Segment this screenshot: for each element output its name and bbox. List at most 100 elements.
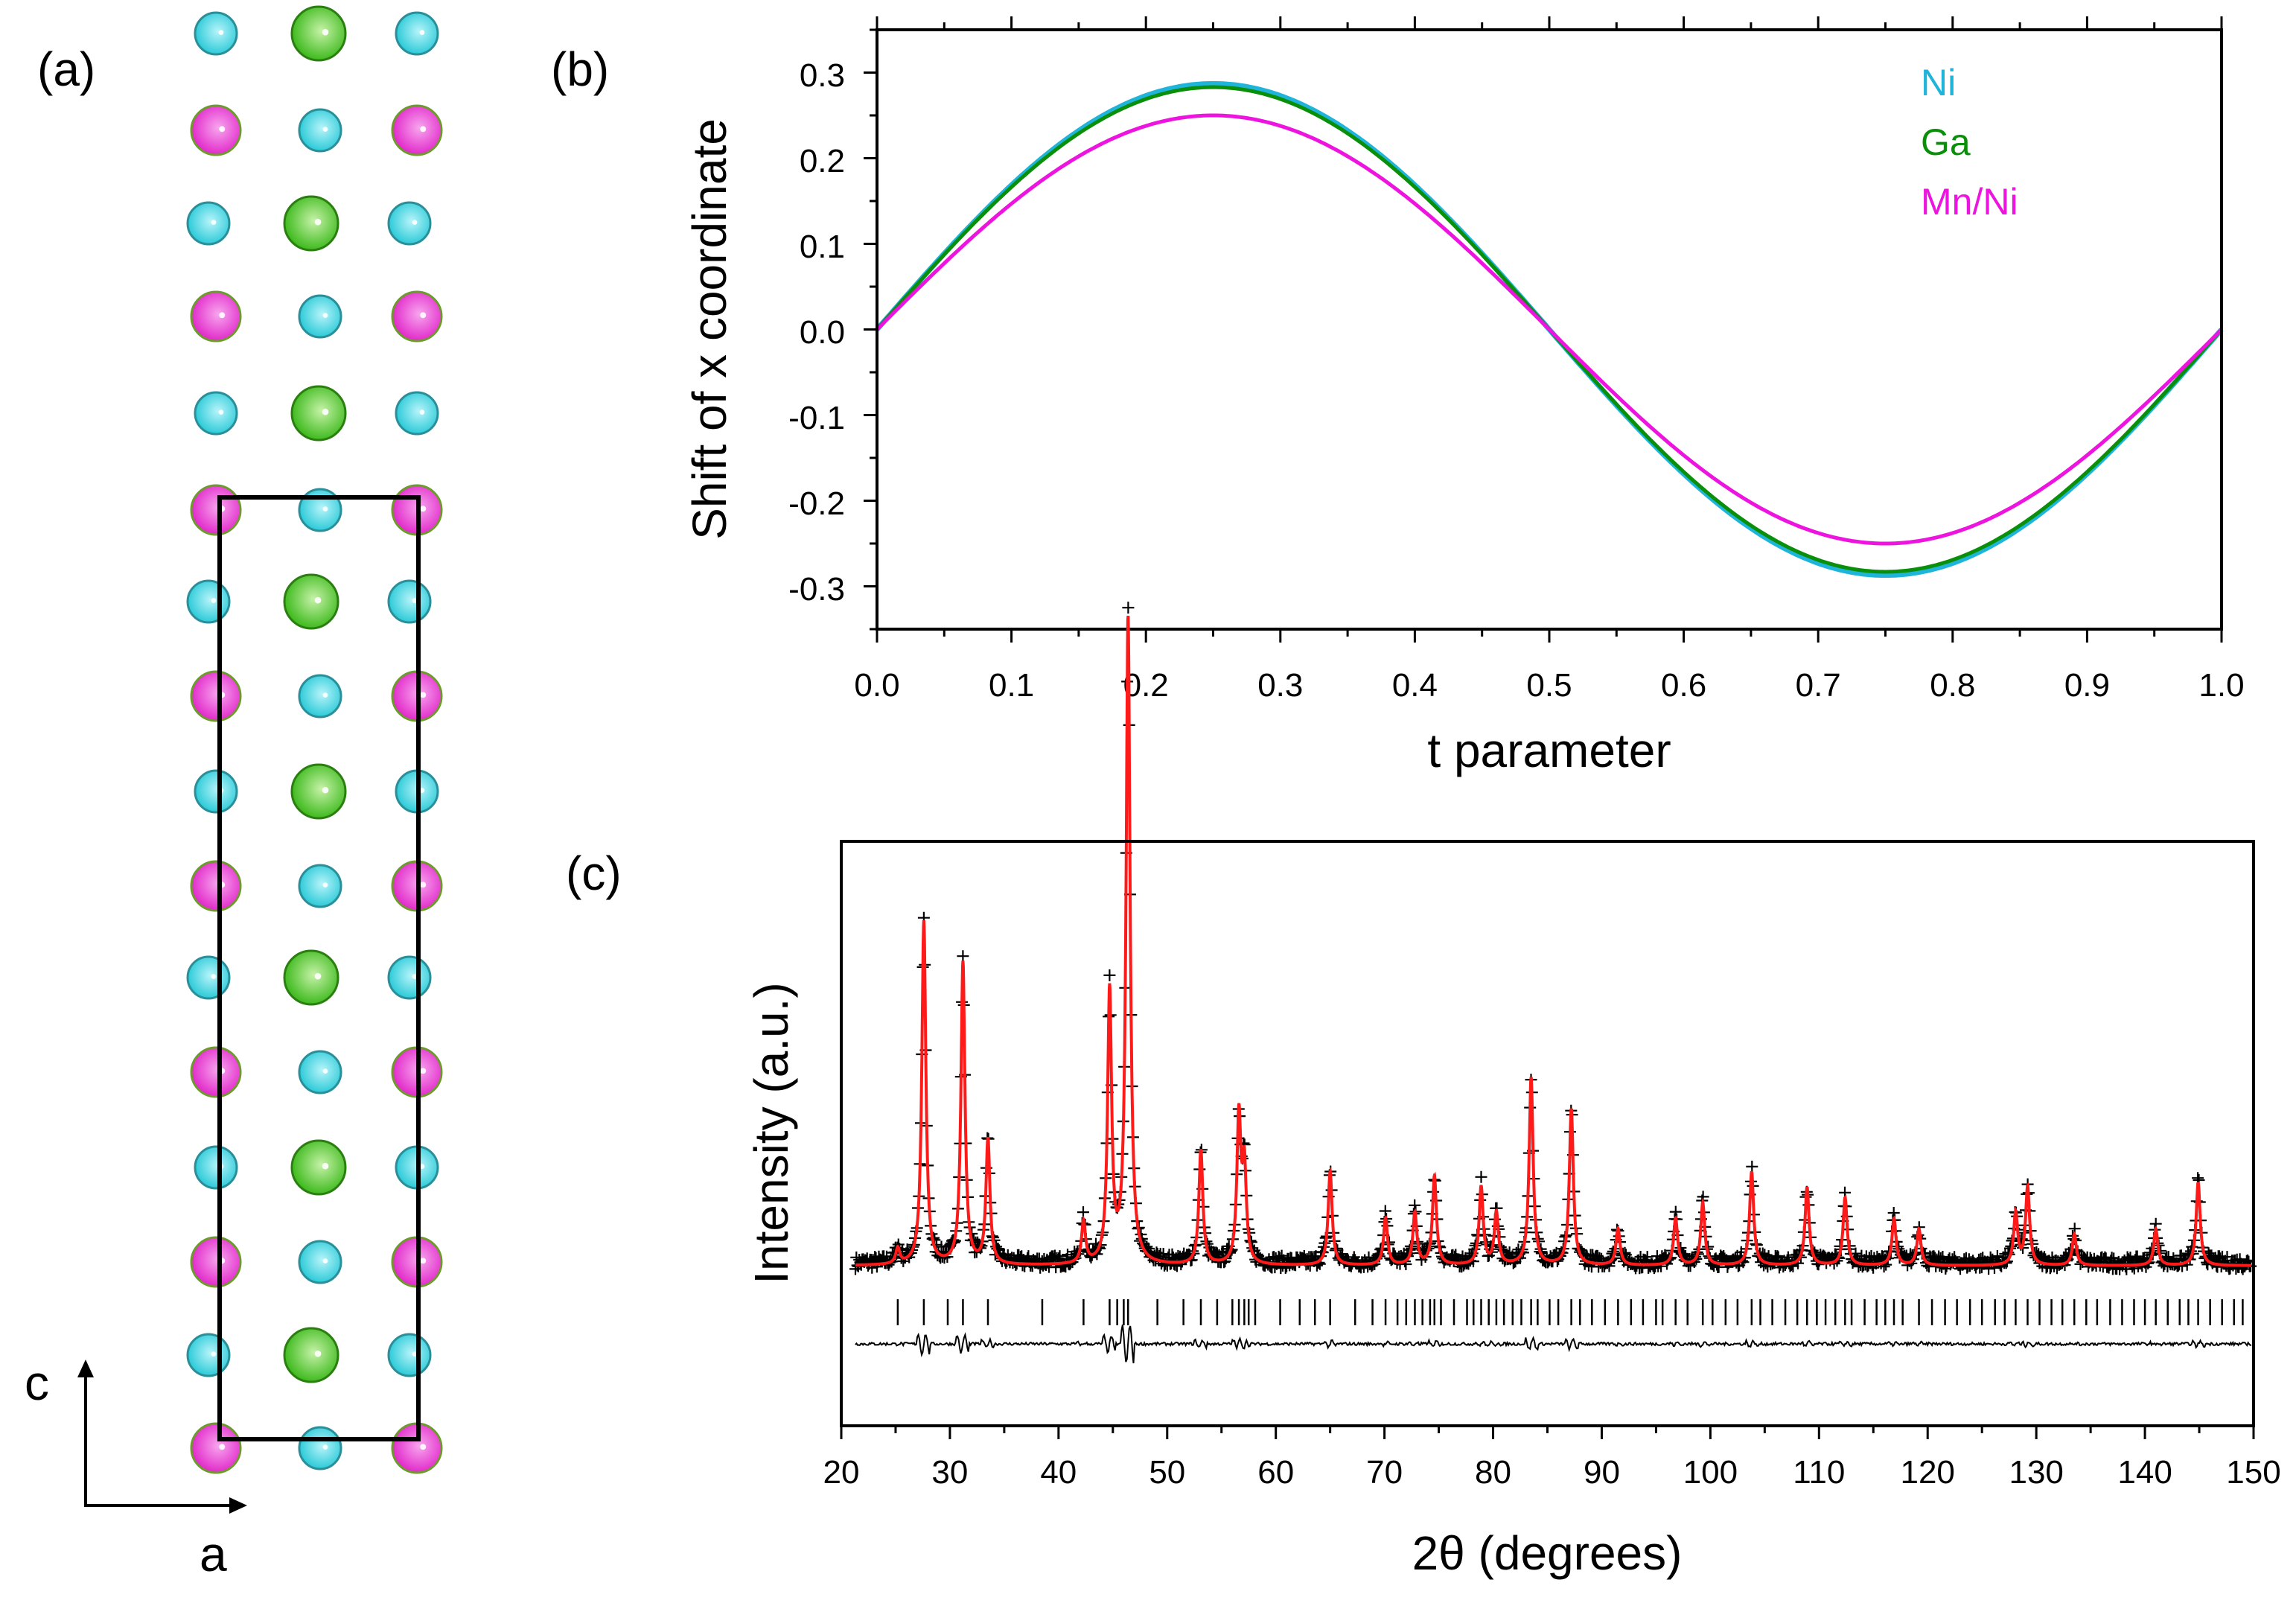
atom-highlight bbox=[219, 1444, 226, 1450]
b-y-tick-label: -0.1 bbox=[788, 400, 845, 436]
atom-highlight bbox=[322, 882, 328, 887]
panel-b: (b) 0.0 0.1 0.2 0.3 0.4 0.5 0.6 0.7 0.8 … bbox=[551, 16, 2245, 777]
atom-highlight bbox=[420, 1068, 427, 1074]
ga-atom bbox=[290, 5, 347, 62]
b-x-axis-title: t parameter bbox=[1427, 724, 1671, 777]
c-x-tick-label: 20 bbox=[823, 1454, 860, 1491]
ni-atom bbox=[395, 391, 439, 436]
b-x-tick-label: 0.6 bbox=[1661, 667, 1706, 704]
atom-highlight bbox=[420, 1258, 427, 1264]
atom-highlight bbox=[412, 1351, 418, 1357]
ni-atom bbox=[186, 201, 231, 246]
c-x-tick-label: 110 bbox=[1793, 1454, 1845, 1491]
b-x-tick-label: 0.4 bbox=[1392, 667, 1438, 704]
ga-atom bbox=[283, 195, 339, 252]
atom-highlight bbox=[314, 972, 322, 980]
b-x-tick-label: 0.0 bbox=[854, 667, 899, 704]
b-y-tick-label: -0.3 bbox=[788, 571, 845, 608]
ni-atom bbox=[298, 294, 342, 339]
atom-highlight bbox=[322, 692, 328, 698]
ni-atom bbox=[298, 1240, 342, 1284]
atom-highlight bbox=[322, 1444, 328, 1450]
atom-highlight bbox=[419, 1164, 425, 1169]
atom-highlight bbox=[322, 408, 329, 415]
mnni-atom bbox=[190, 1236, 242, 1288]
mnni-atom bbox=[190, 1422, 242, 1474]
c-axis-label: c bbox=[25, 1355, 49, 1410]
ni-atom bbox=[387, 201, 432, 246]
calculated-line bbox=[855, 615, 2251, 1267]
b-y-tick-labels: 0.3 0.2 0.1 0.0 -0.1 -0.2 -0.3 bbox=[788, 57, 845, 608]
atom-highlight bbox=[314, 596, 322, 604]
c-axis-arrowhead bbox=[77, 1360, 94, 1377]
mnni-atom bbox=[190, 670, 242, 722]
b-x-tick-label: 0.7 bbox=[1796, 667, 1841, 704]
mnni-atom bbox=[391, 290, 443, 342]
atom-highlight bbox=[419, 788, 425, 793]
atom-highlight bbox=[420, 1444, 427, 1450]
ni-atom bbox=[387, 1333, 432, 1377]
reflection-ticks bbox=[896, 1299, 2244, 1325]
ga-atom bbox=[290, 385, 347, 442]
ga-atom bbox=[283, 1327, 339, 1383]
atom-highlight bbox=[420, 882, 427, 888]
c-x-tick-label: 50 bbox=[1149, 1454, 1185, 1491]
atom-highlight bbox=[412, 974, 418, 979]
b-x-tick-label: 0.9 bbox=[2064, 667, 2110, 704]
atom-highlight bbox=[322, 1258, 328, 1263]
c-x-axis-title: 2θ (degrees) bbox=[1412, 1526, 1683, 1580]
ga-atom bbox=[283, 573, 339, 630]
mnni-atom bbox=[190, 484, 242, 536]
ni-atom bbox=[186, 955, 231, 1000]
atom-highlight bbox=[211, 220, 217, 225]
legend-mnni: Mn/Ni bbox=[1921, 181, 2018, 223]
b-y-axis-title: Shift of x coordinate bbox=[683, 118, 736, 540]
c-x-tick-label: 130 bbox=[2009, 1454, 2063, 1491]
mnni-atom bbox=[190, 290, 242, 342]
panel-a: (a) c a bbox=[25, 5, 443, 1581]
b-curves bbox=[875, 80, 2224, 578]
c-plot-frame bbox=[840, 840, 2255, 1427]
mnni-atom bbox=[190, 104, 242, 156]
mnni-atom bbox=[190, 860, 242, 912]
unit-cell-box bbox=[217, 495, 421, 1441]
b-y-tick-label: -0.2 bbox=[788, 485, 845, 522]
atom-highlight bbox=[322, 127, 328, 132]
atom-highlight bbox=[420, 312, 427, 319]
ni-atom bbox=[298, 1050, 342, 1094]
legend-ga: Ga bbox=[1921, 121, 1971, 163]
b-x-tick-label: 0.3 bbox=[1257, 667, 1303, 704]
b-y-tick-label: 0.0 bbox=[800, 314, 845, 351]
c-x-tick-label: 30 bbox=[931, 1454, 968, 1491]
atom-highlight bbox=[211, 974, 217, 979]
ni-atom bbox=[387, 579, 432, 624]
b-y-tick-label: 0.3 bbox=[800, 57, 845, 94]
c-x-tick-label: 80 bbox=[1475, 1454, 1511, 1491]
c-tick-marks bbox=[840, 1426, 2255, 1439]
panel-c: (c) 20 30 40 50 60 70 80 90 100 110 120 … bbox=[566, 602, 2281, 1580]
atom-highlight bbox=[420, 126, 427, 133]
ga-atom bbox=[290, 1139, 347, 1196]
c-x-tick-label: 150 bbox=[2226, 1454, 2280, 1491]
c-x-tick-label: 60 bbox=[1257, 1454, 1294, 1491]
atom-highlight bbox=[322, 28, 329, 36]
ni-atom bbox=[298, 108, 342, 153]
ga-atom bbox=[283, 949, 339, 1006]
b-x-tick-label: 0.1 bbox=[989, 667, 1034, 704]
b-y-tick-label: 0.1 bbox=[800, 229, 845, 265]
ni-atom bbox=[298, 864, 342, 908]
a-axis-label: a bbox=[200, 1526, 227, 1581]
b-y-tick-label: 0.2 bbox=[800, 143, 845, 179]
b-x-tick-labels: 0.0 0.1 0.2 0.3 0.4 0.5 0.6 0.7 0.8 0.9 … bbox=[854, 667, 2244, 704]
atom-highlight bbox=[314, 218, 322, 226]
atom-highlight bbox=[314, 1350, 322, 1357]
c-x-tick-labels: 20 30 40 50 60 70 80 90 100 110 120 130 … bbox=[823, 1454, 2281, 1491]
atom-highlight bbox=[211, 598, 217, 603]
atom-highlight bbox=[322, 786, 329, 794]
c-x-tick-label: 100 bbox=[1683, 1454, 1738, 1491]
atom-highlight bbox=[412, 220, 418, 225]
crystal-axes: c a bbox=[25, 1355, 247, 1581]
b-x-tick-label: 0.2 bbox=[1123, 667, 1169, 704]
atom-highlight bbox=[322, 506, 328, 512]
a-axis-arrowhead bbox=[229, 1497, 247, 1514]
